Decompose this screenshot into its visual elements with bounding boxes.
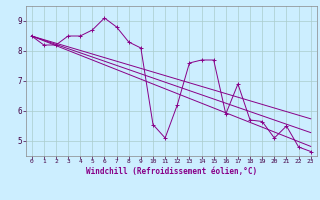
X-axis label: Windchill (Refroidissement éolien,°C): Windchill (Refroidissement éolien,°C) bbox=[86, 167, 257, 176]
